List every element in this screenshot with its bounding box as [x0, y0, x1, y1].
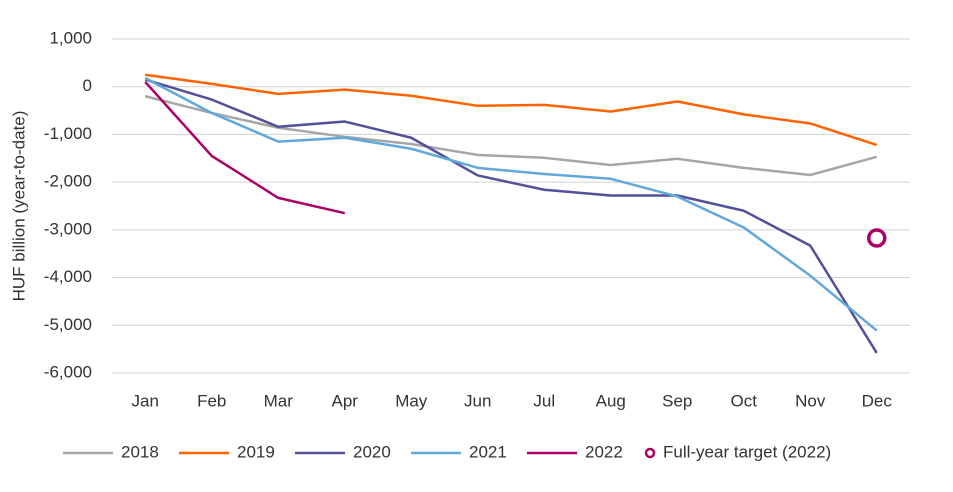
x-tick-label: Sep [662, 391, 692, 410]
legend-swatch [644, 447, 656, 459]
y-tick-label: 0 [83, 76, 92, 95]
x-tick-label: Aug [596, 391, 626, 410]
legend-label: 2018 [121, 442, 159, 461]
x-tick-label: Oct [731, 391, 758, 410]
x-tick-label: Jun [464, 391, 491, 410]
x-tick-label: Jul [533, 391, 555, 410]
legend-label: 2022 [585, 442, 623, 461]
series-line [144, 78, 878, 354]
series-line [144, 81, 346, 215]
x-tick-label: Jan [132, 391, 159, 410]
y-axis-title: HUF billion (year-to-date) [9, 111, 28, 302]
x-tick-label: Nov [795, 391, 826, 410]
series-line [144, 95, 878, 177]
series-line [145, 73, 878, 147]
y-tick-label: -5,000 [44, 315, 92, 334]
y-tick-label: -6,000 [44, 362, 92, 381]
y-tick-label: 1,000 [49, 28, 92, 47]
legend-label: 2019 [237, 442, 275, 461]
x-tick-label: Feb [197, 391, 226, 410]
x-tick-label: Apr [332, 391, 359, 410]
legend-label: Full-year target (2022) [663, 442, 831, 461]
x-tick-label: Mar [264, 391, 294, 410]
x-tick-label: Dec [862, 391, 893, 410]
x-tick-label: May [395, 391, 428, 410]
y-tick-label: -1,000 [44, 124, 92, 143]
y-tick-label: -2,000 [44, 172, 92, 191]
target-marker [867, 228, 887, 248]
legend-label: 2021 [469, 442, 507, 461]
y-tick-label: -4,000 [44, 267, 92, 286]
series-line [144, 77, 878, 332]
legend-label: 2020 [353, 442, 391, 461]
y-tick-label: -3,000 [44, 219, 92, 238]
